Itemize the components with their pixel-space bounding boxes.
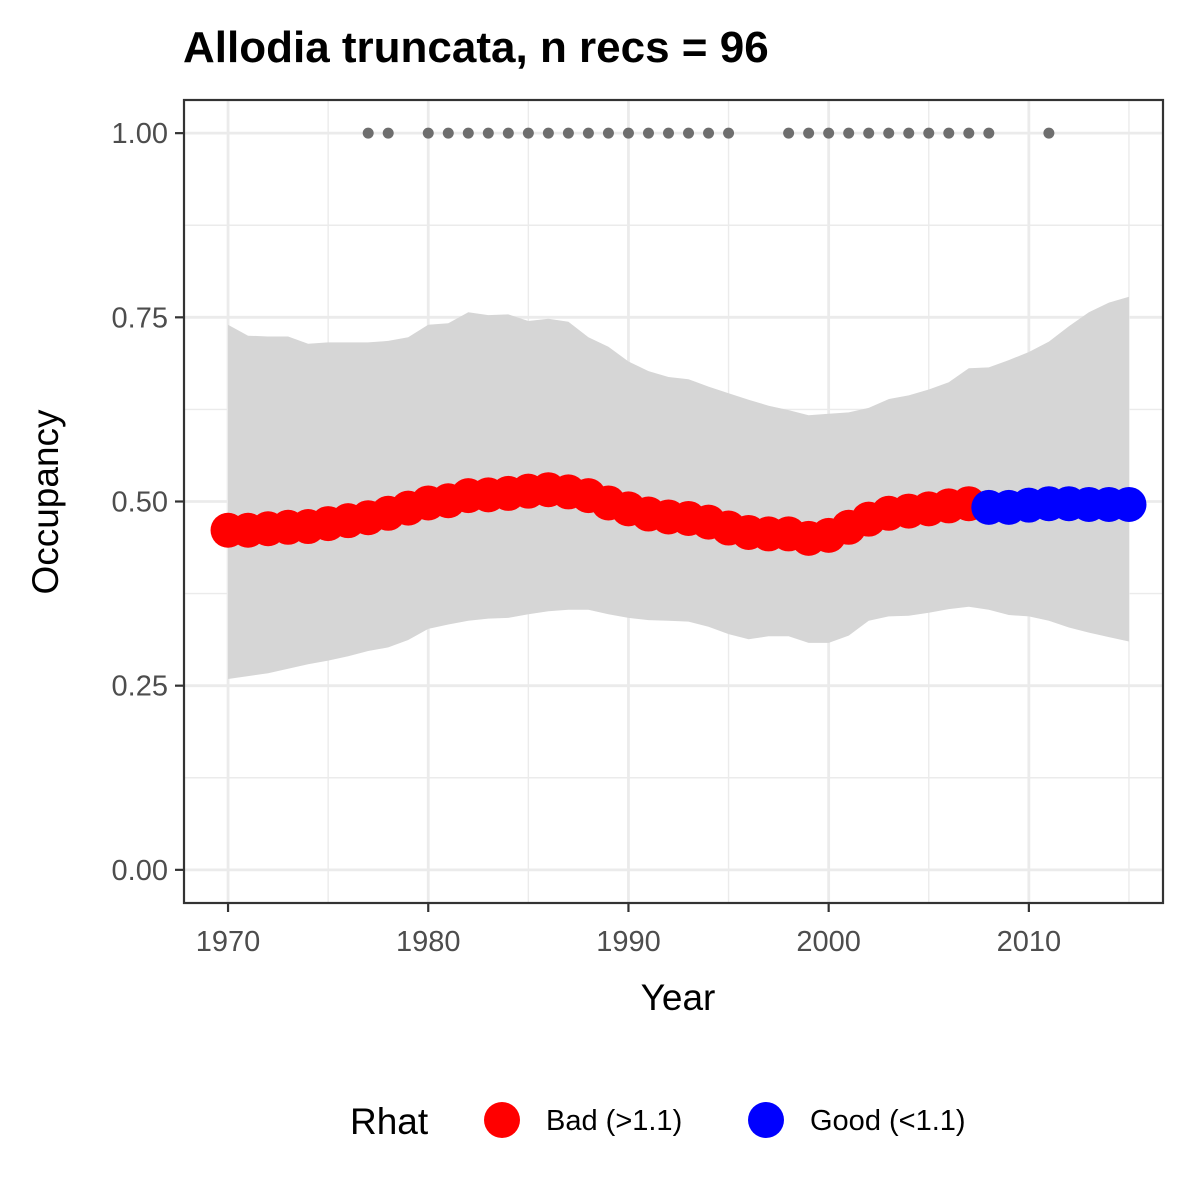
y-axis: 0.00 0.25 0.50 0.75 1.00 xyxy=(112,118,184,887)
record-points xyxy=(362,127,1055,139)
legend-key-good xyxy=(748,1102,784,1138)
record-point xyxy=(723,127,735,139)
legend-label-good: Good (<1.1) xyxy=(810,1105,966,1137)
y-tick-label: 0.75 xyxy=(112,302,168,334)
record-point xyxy=(382,127,394,139)
x-axis: 1970 1980 1990 2000 2010 xyxy=(196,903,1061,958)
record-point xyxy=(923,127,935,139)
legend: Rhat Bad (>1.1) Good (<1.1) xyxy=(350,1101,966,1142)
x-tick-label: 2000 xyxy=(796,926,861,958)
record-point xyxy=(562,127,574,139)
record-point xyxy=(863,127,875,139)
record-point xyxy=(502,127,514,139)
record-point xyxy=(823,127,835,139)
record-point xyxy=(963,127,975,139)
record-point xyxy=(462,127,474,139)
y-axis-title: Occupancy xyxy=(25,409,66,595)
record-point xyxy=(983,127,995,139)
record-point xyxy=(883,127,895,139)
legend-label-bad: Bad (>1.1) xyxy=(546,1105,682,1137)
plot-area xyxy=(182,98,1165,905)
record-point xyxy=(843,127,855,139)
record-point xyxy=(602,127,614,139)
record-point xyxy=(662,127,674,139)
record-point xyxy=(582,127,594,139)
x-tick-label: 1970 xyxy=(196,926,261,958)
record-point xyxy=(522,127,534,139)
chart-title: Allodia truncata, n recs = 96 xyxy=(183,23,769,72)
y-tick-label: 0.50 xyxy=(112,487,168,519)
x-tick-label: 1990 xyxy=(596,926,661,958)
record-point xyxy=(622,127,634,139)
record-point xyxy=(703,127,715,139)
x-tick-label: 2010 xyxy=(997,926,1062,958)
record-point xyxy=(542,127,554,139)
occupancy-points xyxy=(210,472,1147,556)
record-point xyxy=(362,127,374,139)
record-point xyxy=(803,127,815,139)
confidence-ribbon xyxy=(228,296,1129,679)
x-axis-title: Year xyxy=(641,977,716,1018)
record-point xyxy=(783,127,795,139)
record-point xyxy=(683,127,695,139)
record-point xyxy=(482,127,494,139)
legend-key-bad xyxy=(484,1102,520,1138)
record-point xyxy=(1043,127,1055,139)
record-point xyxy=(422,127,434,139)
record-point xyxy=(943,127,955,139)
x-tick-label: 1980 xyxy=(396,926,461,958)
occupancy-point-good xyxy=(1111,486,1147,522)
record-point xyxy=(442,127,454,139)
y-tick-label: 0.00 xyxy=(112,855,168,887)
record-point xyxy=(903,127,915,139)
legend-title: Rhat xyxy=(350,1101,429,1142)
y-tick-label: 0.25 xyxy=(112,671,168,703)
y-tick-label: 1.00 xyxy=(112,118,168,150)
record-point xyxy=(642,127,654,139)
